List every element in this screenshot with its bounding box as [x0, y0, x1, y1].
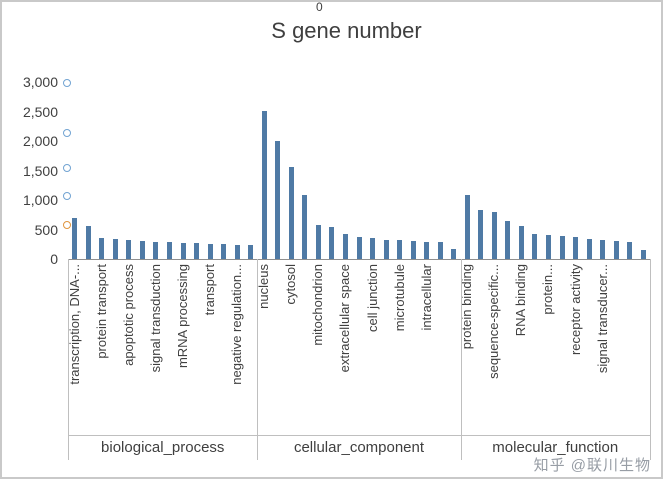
bar — [586, 239, 592, 259]
y-axis-tick-label: 0 — [50, 251, 58, 267]
y-axis-tick-label: 1,500 — [22, 162, 58, 179]
bar — [234, 245, 240, 259]
bar — [640, 250, 646, 259]
category-group-label: biological_process — [101, 439, 225, 456]
bar — [383, 240, 389, 259]
bar — [329, 227, 335, 259]
bar — [248, 245, 254, 259]
bar — [180, 243, 186, 259]
chart-title: S gene number — [271, 18, 422, 43]
bar — [545, 235, 551, 259]
category-group-label: molecular_function — [492, 439, 619, 456]
bar — [532, 234, 538, 259]
x-axis-label: protein transport — [93, 264, 109, 359]
series-marker-icon — [63, 129, 71, 138]
bar — [194, 243, 200, 259]
bar — [505, 221, 511, 259]
group-separator — [257, 259, 258, 460]
bar — [451, 249, 457, 259]
category-group-label: cellular_component — [293, 439, 425, 456]
bar — [302, 195, 308, 259]
bar — [559, 236, 565, 259]
bar — [288, 167, 294, 259]
y-axis-tick-label: 500 — [34, 221, 58, 238]
x-axis-label: protein... — [540, 264, 556, 315]
bar — [221, 244, 227, 259]
bar — [370, 238, 376, 259]
bar — [261, 111, 267, 259]
y-axis-tick-label: 1,000 — [22, 192, 58, 208]
bar — [72, 218, 78, 259]
bar — [491, 212, 497, 259]
x-axis-label: mRNA processing — [175, 264, 191, 369]
group-separator — [461, 259, 462, 460]
x-axis-label: transcription, DNA-... — [66, 264, 82, 385]
y-axis-tick-label: 2,500 — [22, 103, 58, 120]
group-separator — [68, 259, 69, 460]
bar — [356, 237, 362, 259]
x-axis-label: transport — [202, 264, 218, 316]
stray-zero-text: 0 — [316, 0, 323, 14]
bar — [207, 244, 213, 259]
bar — [410, 241, 416, 259]
x-axis-label: intracellular — [418, 264, 434, 331]
bar — [627, 242, 633, 259]
label-divider-line — [68, 435, 650, 436]
y-axis-tick-label: 3,000 — [22, 74, 58, 90]
bar — [275, 141, 281, 259]
group-separator — [650, 259, 651, 460]
series-marker-icon — [63, 79, 71, 88]
watermark: 知乎 @联川生物 — [533, 457, 651, 474]
x-axis-label: negative regulation... — [229, 264, 245, 385]
bar — [342, 234, 348, 259]
x-axis-label: signal transduction — [147, 264, 163, 373]
bar — [437, 242, 443, 259]
bar — [397, 240, 403, 259]
x-axis-label: apoptotic process — [120, 264, 136, 366]
bar — [139, 241, 145, 259]
x-axis-label: mitochondrion — [310, 264, 326, 346]
x-axis-label: receptor activity — [567, 264, 583, 356]
bar — [126, 240, 132, 259]
bar — [464, 195, 470, 259]
bar — [600, 240, 606, 259]
y-axis-tick-label: 2,000 — [22, 133, 58, 149]
series-marker-icon — [63, 220, 71, 229]
x-axis-label: cell junction — [364, 264, 380, 332]
x-axis-line — [68, 259, 650, 260]
bar — [518, 226, 524, 259]
bar — [112, 239, 118, 259]
x-axis-label: signal transducer... — [594, 264, 610, 374]
bar — [85, 226, 91, 259]
series-marker-icon — [63, 192, 71, 201]
x-axis-label: microtubule — [391, 264, 407, 332]
bar — [167, 242, 172, 259]
bar — [153, 242, 159, 259]
bar — [315, 225, 321, 259]
bar — [99, 238, 105, 259]
bar — [613, 241, 619, 259]
x-axis-label: RNA binding — [513, 264, 529, 337]
bar — [424, 242, 430, 259]
bar — [478, 210, 484, 259]
x-axis-label: extracellular space — [337, 264, 353, 373]
series-marker-icon — [63, 163, 71, 172]
x-axis-label: nucleus — [256, 264, 272, 309]
bar — [573, 237, 579, 259]
x-axis-label: sequence-specific... — [486, 264, 502, 379]
x-axis-label: cytosol — [283, 264, 299, 305]
